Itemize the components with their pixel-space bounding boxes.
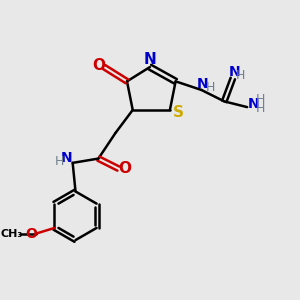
Text: H: H (205, 81, 214, 94)
Text: H: H (255, 102, 265, 115)
Text: O: O (118, 161, 131, 176)
Text: S: S (173, 105, 184, 120)
Text: H: H (236, 69, 245, 82)
Text: O: O (25, 227, 37, 241)
Text: CH₃: CH₃ (0, 229, 23, 239)
Text: N: N (248, 97, 259, 111)
Text: H: H (255, 93, 265, 106)
Text: N: N (61, 151, 72, 165)
Text: O: O (92, 58, 105, 73)
Text: H: H (55, 155, 64, 168)
Text: N: N (228, 65, 240, 79)
Text: N: N (197, 76, 208, 91)
Text: N: N (143, 52, 156, 68)
